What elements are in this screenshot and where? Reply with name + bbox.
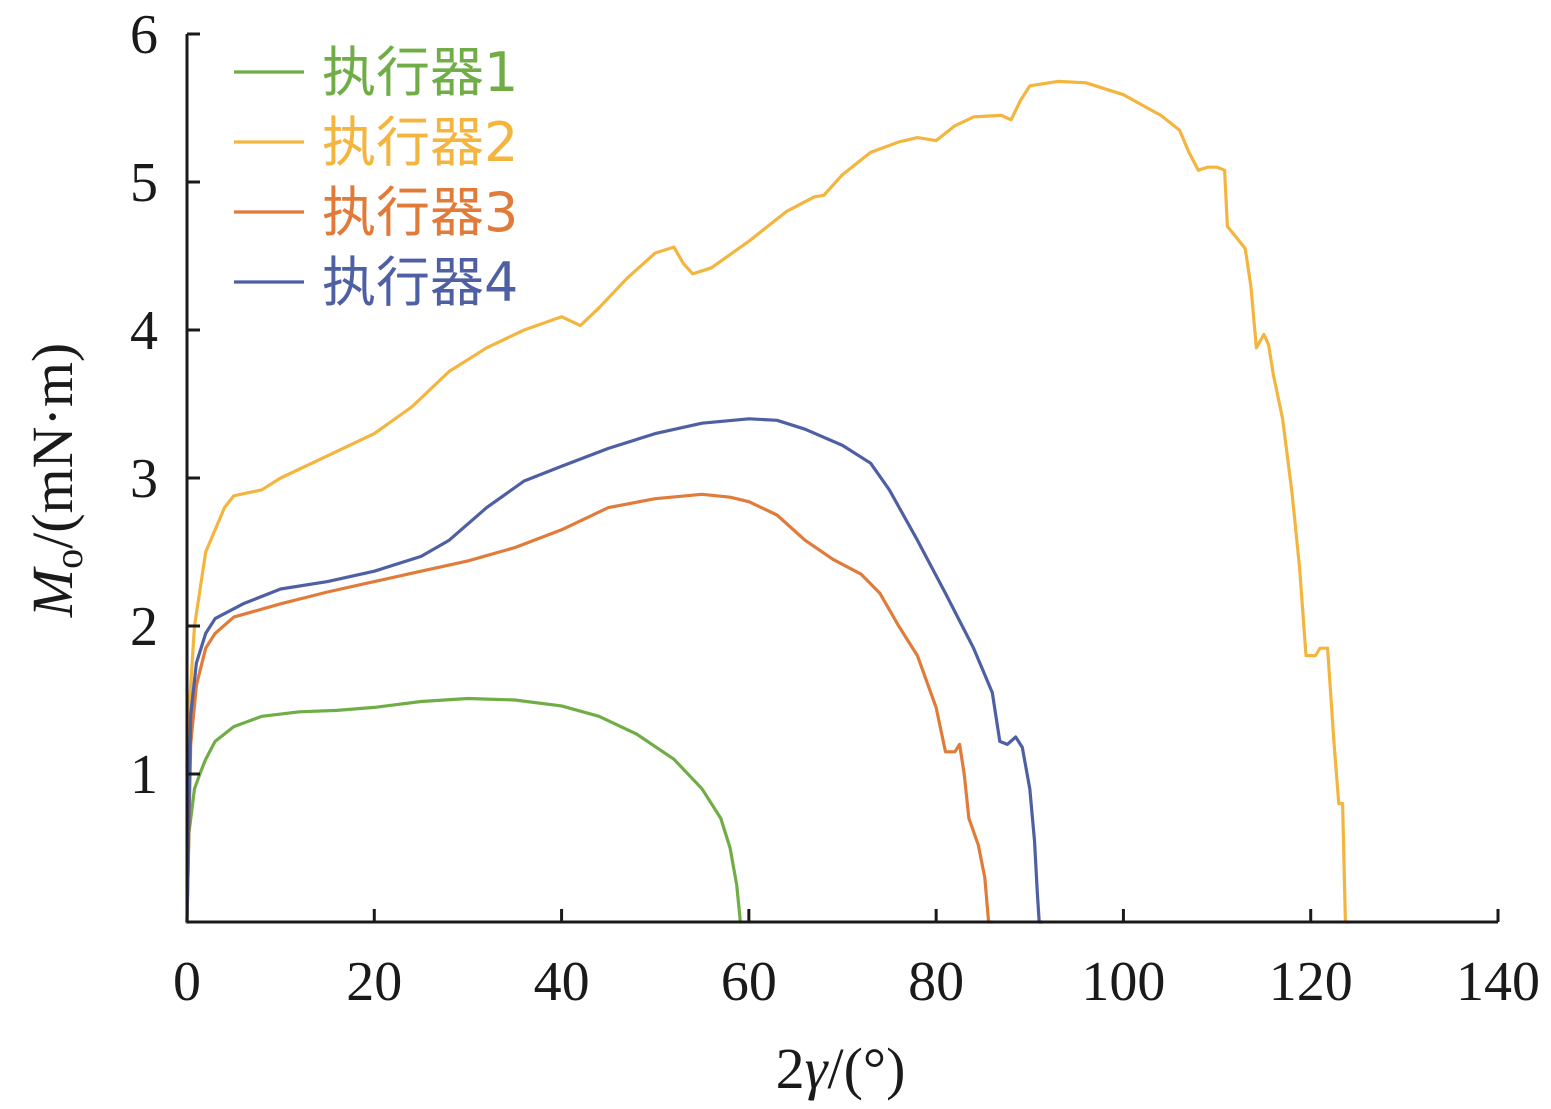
legend: 执行器1 执行器2 执行器3 执行器4	[234, 41, 518, 314]
y-axis-title-symbol: M	[20, 566, 85, 618]
x-axis-title-symbol: γ	[805, 1036, 830, 1101]
series-line-4	[185, 417, 1044, 924]
legend-label: 执行器2	[322, 111, 518, 174]
x-ticks: 0 20 40 60 80 100 120 140	[173, 909, 1540, 1013]
y-axis-title-subscript: o	[46, 549, 91, 569]
series-line-3	[185, 492, 994, 924]
plot-lines	[185, 79, 1350, 924]
x-tick-label: 40	[534, 951, 590, 1013]
x-tick-label: 120	[1269, 951, 1353, 1013]
x-axis-title: 2γ/(°)	[776, 1036, 906, 1101]
y-tick-label: 4	[130, 300, 158, 362]
x-tick-label: 20	[346, 951, 402, 1013]
legend-label: 执行器3	[322, 181, 518, 244]
legend-label: 执行器4	[322, 251, 518, 314]
y-axis-title-unit: /(mN·m)	[20, 343, 85, 549]
y-tick-label: 6	[130, 4, 158, 66]
y-ticks: 1 2 3 4 5 6	[130, 4, 200, 806]
x-axis-title-prefix: 2	[776, 1036, 805, 1101]
x-tick-label: 60	[721, 951, 777, 1013]
series-line-1	[185, 696, 742, 924]
legend-label: 执行器1	[322, 41, 518, 104]
x-tick-label: 140	[1456, 951, 1540, 1013]
y-tick-label: 2	[130, 596, 158, 658]
x-tick-label: 0	[173, 951, 201, 1013]
x-tick-label: 80	[908, 951, 964, 1013]
x-axis-title-unit: /(°)	[827, 1036, 905, 1101]
y-tick-label: 3	[130, 448, 158, 510]
x-tick-label: 100	[1081, 951, 1165, 1013]
y-tick-label: 1	[130, 744, 158, 806]
series-line-2	[185, 79, 1350, 924]
y-axis-title: Mo/(mN·m)	[20, 343, 91, 619]
y-tick-label: 5	[130, 152, 158, 214]
